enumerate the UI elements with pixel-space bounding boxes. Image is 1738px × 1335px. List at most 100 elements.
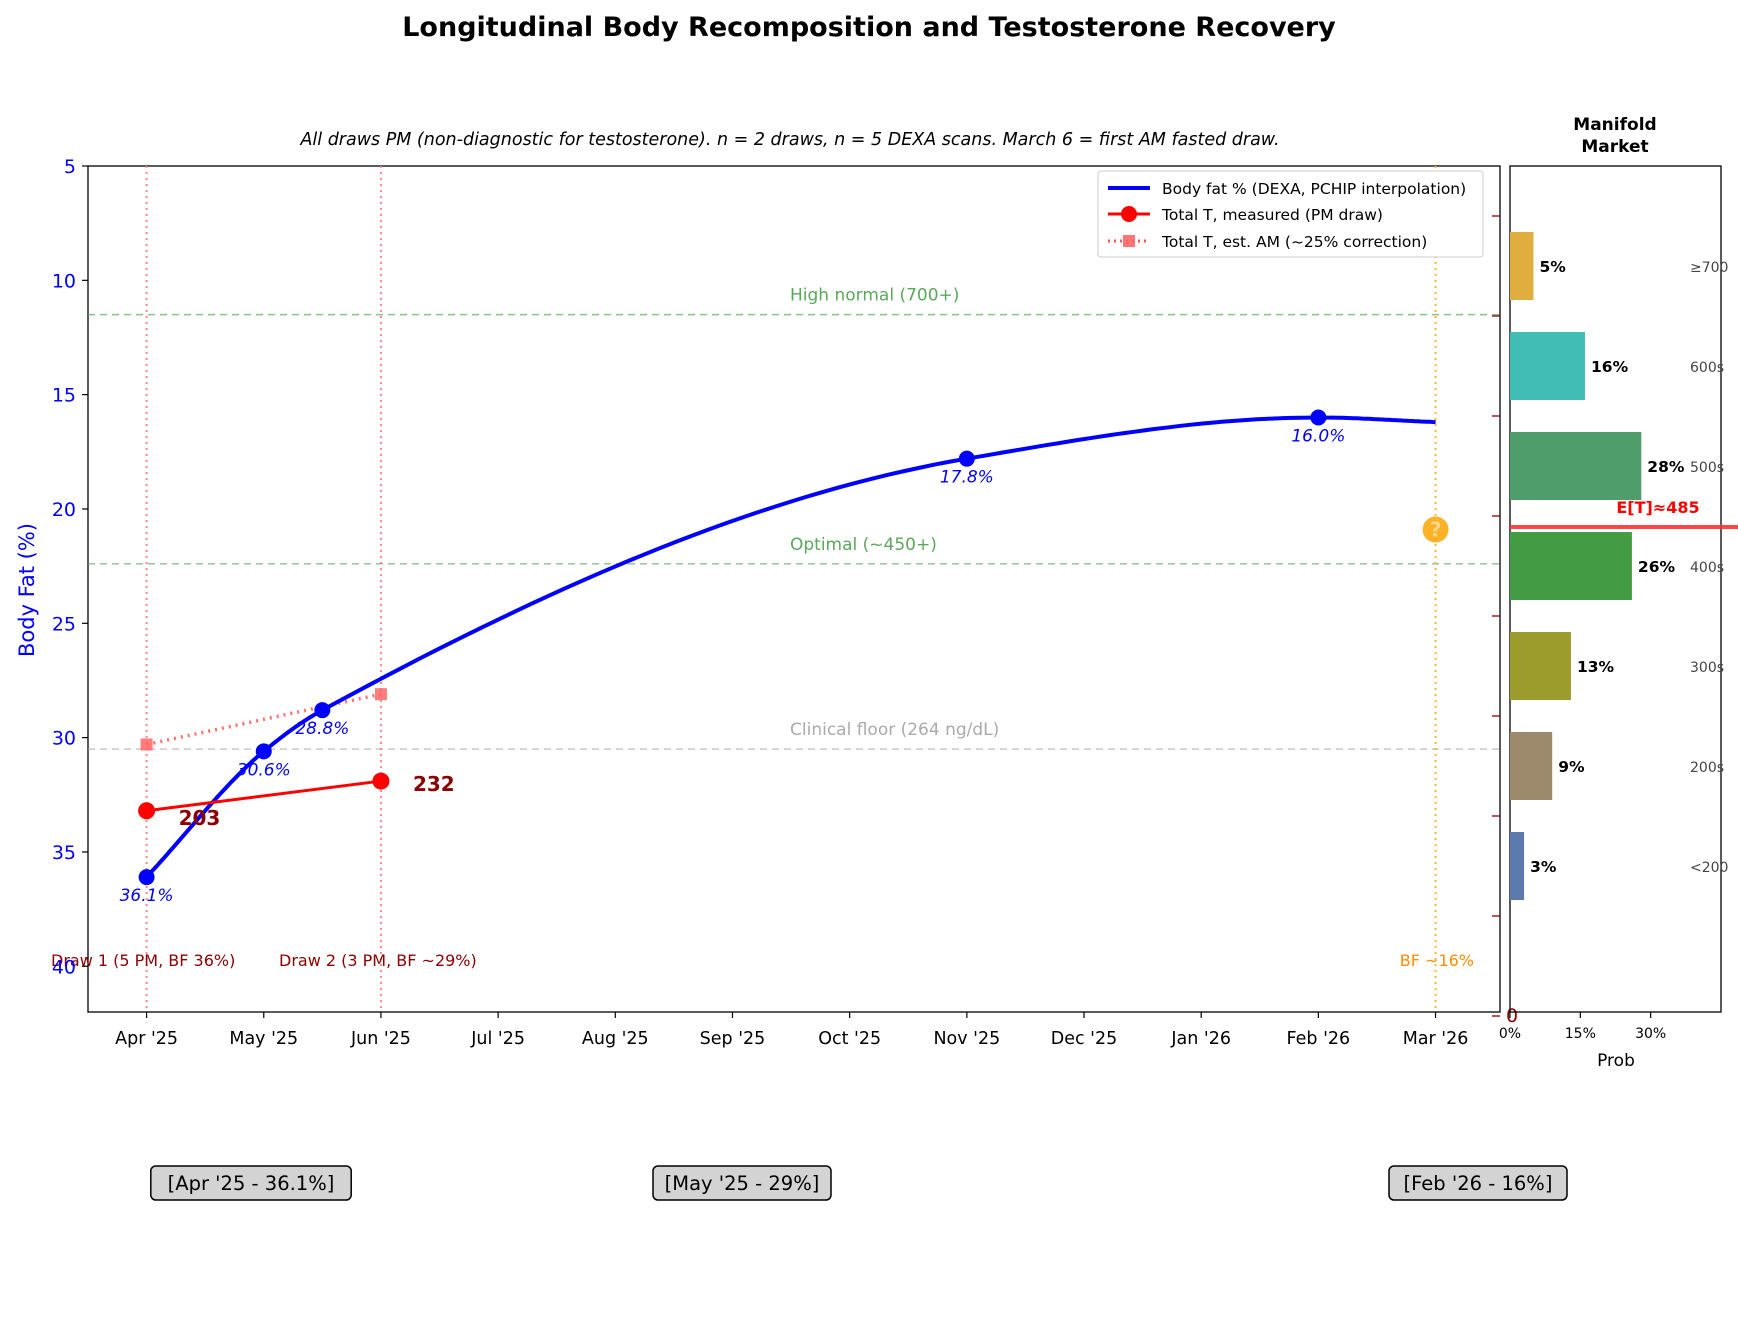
legend-label-bodyfat: Body fat % (DEXA, PCHIP interpolation) — [1162, 180, 1466, 198]
market-bucket-label: ≥700 — [1690, 260, 1728, 276]
y-tick-label: 40 — [52, 956, 76, 978]
x-tick-label: Sep '25 — [700, 1029, 766, 1049]
data-series: 36.1% 30.6% 28.8% 17.8% 16.0% 203 232? — [120, 409, 1449, 906]
bottom-annotation-text: [May '25 - 29%] — [665, 1172, 820, 1195]
market-x-tick-label: 0% — [1499, 1026, 1521, 1042]
market-bar — [1510, 432, 1642, 500]
bottom-annotation-text: [Apr '25 - 36.1%] — [168, 1172, 335, 1195]
market-bar — [1510, 732, 1553, 800]
x-tick-label: Aug '25 — [582, 1029, 649, 1049]
market-bar-value: 9% — [1558, 758, 1585, 776]
x-tick-label: Mar '26 — [1403, 1029, 1469, 1049]
measured-t-value-label: 232 — [413, 772, 455, 796]
manifold-market-panel: Manifold Market 5% ≥700 16% 600s 28% 500s 26% 4… — [1499, 115, 1738, 1071]
bodyfat-value-label: 17.8% — [940, 468, 994, 488]
market-bucket-label: <200 — [1690, 860, 1728, 876]
est-am-line — [146, 692, 382, 747]
legend-marker-estimated — [1123, 235, 1135, 247]
x-tick-label: Jul '25 — [470, 1029, 525, 1049]
market-bar — [1510, 232, 1534, 300]
bodyfat-value-label: 28.8% — [295, 719, 349, 739]
x-axis-ticks: Apr '25 May '25 Jun '25 Jul '25 Aug '25 Sep '… — [115, 1012, 1468, 1049]
y-tick-label: 30 — [52, 728, 76, 750]
main-plot-area: High normal (700+) Optimal (~450+) Clinica… — [51, 156, 1518, 1049]
bottom-annotation-box — [150, 1165, 352, 1201]
y-tick-label: 25 — [52, 613, 76, 635]
market-bar — [1510, 832, 1525, 900]
reference-line-label: Optimal (~450+) — [790, 535, 937, 555]
market-bar — [1510, 332, 1586, 400]
future-draw-marker — [1422, 516, 1449, 543]
market-bucket-label: 400s — [1690, 560, 1724, 576]
market-bucket-label: 600s — [1690, 360, 1724, 376]
bodyfat-marker — [314, 702, 331, 719]
legend-label-measured: Total T, measured (PM draw) — [1161, 206, 1383, 224]
chart-title: Longitudinal Body Recomposition and Test… — [402, 12, 1336, 43]
legend-box — [1097, 170, 1484, 258]
measured-t-marker — [372, 772, 390, 790]
y-tick-label: 20 — [52, 499, 76, 521]
bottom-annotation-text: [Feb '26 - 16%] — [1404, 1172, 1553, 1195]
legend-label-estimated: Total T, est. AM (~25% correction) — [1161, 233, 1427, 251]
legend: Body fat % (DEXA, PCHIP interpolation) T… — [1097, 170, 1484, 258]
bottom-annotation-box — [1388, 1165, 1568, 1201]
market-bar — [1510, 632, 1571, 700]
bodyfat-value-label: 30.6% — [237, 760, 291, 780]
measured-t-marker — [138, 802, 156, 820]
vertical-marker-label: Draw 1 (5 PM, BF 36%) — [51, 951, 235, 970]
bodyfat-marker — [1310, 409, 1327, 426]
bodyfat-line — [145, 415, 1436, 879]
est-am-marker — [374, 688, 387, 701]
x-tick-label: May '25 — [229, 1029, 298, 1049]
market-bar-value: 5% — [1539, 258, 1566, 276]
bodyfat-value-label: 16.0% — [1291, 427, 1345, 447]
y-tick-label: 5 — [64, 156, 76, 178]
right-axis-zero-label: 0 — [1506, 1005, 1518, 1027]
market-title-line1: Manifold — [1573, 115, 1656, 135]
y-tick-label: 10 — [52, 270, 76, 292]
x-tick-label: Dec '25 — [1051, 1029, 1118, 1049]
future-draw-symbol: ? — [1430, 518, 1442, 542]
measured-t-line — [146, 779, 382, 813]
est-am-marker — [140, 738, 153, 751]
x-tick-label: Apr '25 — [115, 1029, 178, 1049]
x-tick-label: Jan '26 — [1170, 1029, 1231, 1049]
bodyfat-value-label: 36.1% — [120, 886, 174, 906]
market-bar-value: 3% — [1530, 858, 1557, 876]
x-tick-label: Oct '25 — [818, 1029, 881, 1049]
market-bar-value: 13% — [1577, 658, 1615, 676]
market-x-tick-label: 30% — [1635, 1026, 1666, 1042]
bodyfat-marker — [138, 869, 155, 886]
bottom-annotations: [Apr '25 - 36.1%] [May '25 - 29%] [Feb '26… — [150, 1165, 1568, 1201]
x-tick-label: Feb '26 — [1287, 1029, 1351, 1049]
market-bucket-label: 200s — [1690, 760, 1724, 776]
market-x-ticks: 0% 15% 30% — [1499, 1012, 1666, 1042]
measured-t-value-label: 203 — [179, 806, 221, 830]
bodyfat-marker — [255, 743, 272, 760]
vertical-marker-label: BF ~16% — [1400, 951, 1474, 970]
market-bar-value: 26% — [1638, 558, 1676, 576]
market-bucket-label: 500s — [1690, 460, 1724, 476]
x-tick-label: Jun '25 — [350, 1029, 411, 1049]
x-tick-label: Nov '25 — [933, 1029, 1000, 1049]
market-title-line2: Market — [1581, 137, 1648, 157]
market-bar-value: 16% — [1591, 358, 1629, 376]
market-x-label: Prob — [1597, 1051, 1635, 1071]
market-bars: 5% ≥700 16% 600s 28% 500s 26% 400s 13% 300s 9% 200s… — [1510, 232, 1738, 900]
chart-subtitle: All draws PM (non-diagnostic for testost… — [299, 130, 1279, 150]
expected-value-label: E[T]≈485 — [1616, 498, 1699, 517]
reference-line-label: High normal (700+) — [790, 286, 959, 306]
market-bucket-label: 300s — [1690, 660, 1724, 676]
y-axis-ticks: 5 10 15 20 25 30 35 40 — [52, 156, 88, 978]
main-plot-frame — [87, 165, 1501, 1013]
y-axis-label: Body Fat (%) — [15, 523, 39, 657]
market-bar — [1510, 532, 1632, 600]
y-tick-label: 15 — [52, 385, 76, 407]
right-axis-ticks: 0 — [1492, 215, 1518, 1027]
legend-marker-measured — [1121, 206, 1137, 222]
market-x-tick-label: 15% — [1565, 1026, 1596, 1042]
reference-line-label: Clinical floor (264 ng/dL) — [790, 720, 999, 740]
y-tick-label: 35 — [52, 842, 76, 864]
bodyfat-marker — [958, 450, 975, 467]
